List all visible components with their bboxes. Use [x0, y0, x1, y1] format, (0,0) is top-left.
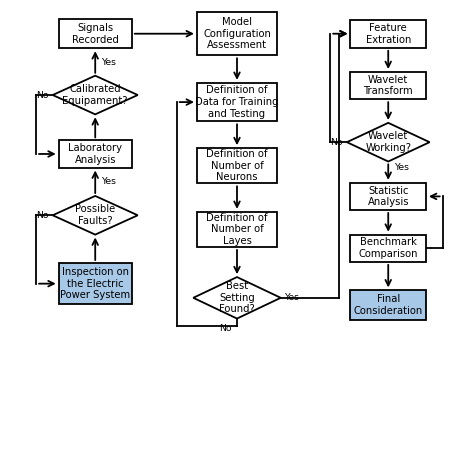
Text: Definition of
Number of
Neurons: Definition of Number of Neurons [206, 149, 268, 183]
Text: Possible
Faults?: Possible Faults? [75, 204, 115, 226]
Text: Best
Setting
Found?: Best Setting Found? [219, 281, 255, 315]
Text: Definition of
Number of
Layes: Definition of Number of Layes [206, 213, 268, 246]
FancyBboxPatch shape [350, 72, 426, 99]
Text: Final
Consideration: Final Consideration [354, 294, 423, 315]
Polygon shape [53, 76, 138, 114]
Text: Model
Configuration
Assessment: Model Configuration Assessment [203, 17, 271, 50]
FancyBboxPatch shape [197, 148, 277, 184]
Text: Definition of
Data for Training
and Testing: Definition of Data for Training and Test… [195, 86, 279, 119]
FancyBboxPatch shape [350, 19, 426, 48]
FancyBboxPatch shape [350, 183, 426, 210]
Text: Yes: Yes [101, 58, 116, 67]
FancyBboxPatch shape [59, 140, 132, 167]
Polygon shape [53, 196, 138, 235]
Text: No: No [36, 211, 49, 220]
Text: Calibrated
Equipament?: Calibrated Equipament? [63, 84, 128, 106]
Polygon shape [347, 123, 429, 161]
FancyBboxPatch shape [350, 290, 426, 319]
Text: Inspection on
the Electric
Power System: Inspection on the Electric Power System [60, 267, 130, 300]
Text: No: No [330, 138, 343, 147]
Text: Feature
Extration: Feature Extration [365, 23, 411, 44]
Text: Yes: Yes [101, 177, 116, 186]
Text: No: No [36, 90, 49, 99]
FancyBboxPatch shape [350, 235, 426, 262]
FancyBboxPatch shape [59, 263, 132, 305]
FancyBboxPatch shape [197, 212, 277, 247]
Text: Statistic
Analysis: Statistic Analysis [367, 185, 409, 207]
Text: Laboratory
Analysis: Laboratory Analysis [68, 143, 122, 165]
Text: Yes: Yes [394, 163, 409, 172]
Text: No: No [219, 324, 231, 333]
Text: Wavelet
Transform: Wavelet Transform [364, 75, 413, 96]
Text: Yes: Yes [284, 293, 300, 302]
Polygon shape [193, 277, 281, 318]
FancyBboxPatch shape [59, 19, 132, 48]
Text: Wavelet
Working?: Wavelet Working? [365, 131, 411, 153]
Text: Signals
Recorded: Signals Recorded [72, 23, 118, 44]
FancyBboxPatch shape [197, 12, 277, 55]
FancyBboxPatch shape [197, 83, 277, 122]
Text: Benchmark
Comparison: Benchmark Comparison [358, 237, 418, 259]
